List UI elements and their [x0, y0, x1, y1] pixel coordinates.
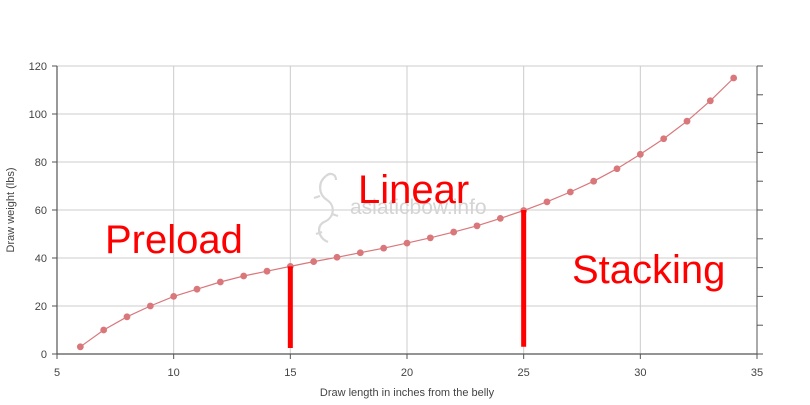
y-tick-label-120: 120 — [29, 61, 47, 73]
dragon-logo-icon — [313, 172, 339, 244]
y-tick-label-20: 20 — [35, 301, 47, 313]
preload-label: Preload — [105, 218, 243, 262]
x-tick-label-10: 10 — [168, 367, 180, 379]
data-point — [590, 177, 598, 185]
data-point — [660, 135, 668, 143]
linear-label: Linear — [358, 168, 469, 212]
data-point — [566, 188, 574, 196]
data-point — [123, 313, 131, 321]
stacking-label: Stacking — [572, 248, 725, 292]
y-tick-label-60: 60 — [35, 205, 47, 217]
x-tick-label-30: 30 — [634, 367, 646, 379]
data-point — [403, 239, 411, 247]
axes — [52, 65, 763, 359]
data-point — [473, 222, 481, 230]
data-point — [100, 326, 108, 334]
data-point — [683, 117, 691, 125]
data-point — [333, 253, 341, 261]
x-tick-label-25: 25 — [518, 367, 530, 379]
y-tick-label-40: 40 — [35, 253, 47, 265]
x-tick-label-15: 15 — [284, 367, 296, 379]
y-axis-title: Draw weight (lbs) — [5, 168, 17, 253]
x-tick-label-5: 5 — [54, 367, 60, 379]
data-point — [496, 215, 504, 222]
y-tick-labels: 0 20 40 60 80 100 120 — [29, 61, 47, 361]
data-point — [193, 285, 201, 293]
data-point — [450, 228, 458, 236]
data-point — [613, 165, 621, 173]
series-draw-weight — [76, 74, 738, 351]
data-point — [706, 97, 714, 105]
data-point — [730, 74, 738, 82]
region-markers — [287, 210, 527, 348]
x-axis-title: Draw length in inches from the belly — [320, 387, 495, 399]
data-point — [426, 234, 434, 242]
data-point — [380, 244, 388, 252]
y-tick-label-80: 80 — [35, 157, 47, 169]
data-point — [310, 258, 318, 265]
y-tick-label-100: 100 — [29, 109, 47, 121]
data-point — [636, 150, 644, 158]
x-tick-labels: 5 10 15 20 25 30 35 — [54, 367, 763, 379]
data-point — [146, 302, 154, 310]
y-tick-label-0: 0 — [41, 349, 47, 361]
data-point — [170, 293, 178, 300]
data-point — [543, 198, 551, 206]
x-tick-label-20: 20 — [401, 367, 413, 379]
data-point — [356, 249, 364, 257]
data-point — [263, 267, 271, 275]
data-point — [76, 343, 84, 351]
data-point — [240, 272, 248, 280]
watermark-text: asiaticbow.info — [350, 196, 487, 219]
x-tick-label-35: 35 — [751, 367, 763, 379]
watermark: asiaticbow.info — [313, 172, 487, 244]
data-point — [216, 278, 224, 286]
